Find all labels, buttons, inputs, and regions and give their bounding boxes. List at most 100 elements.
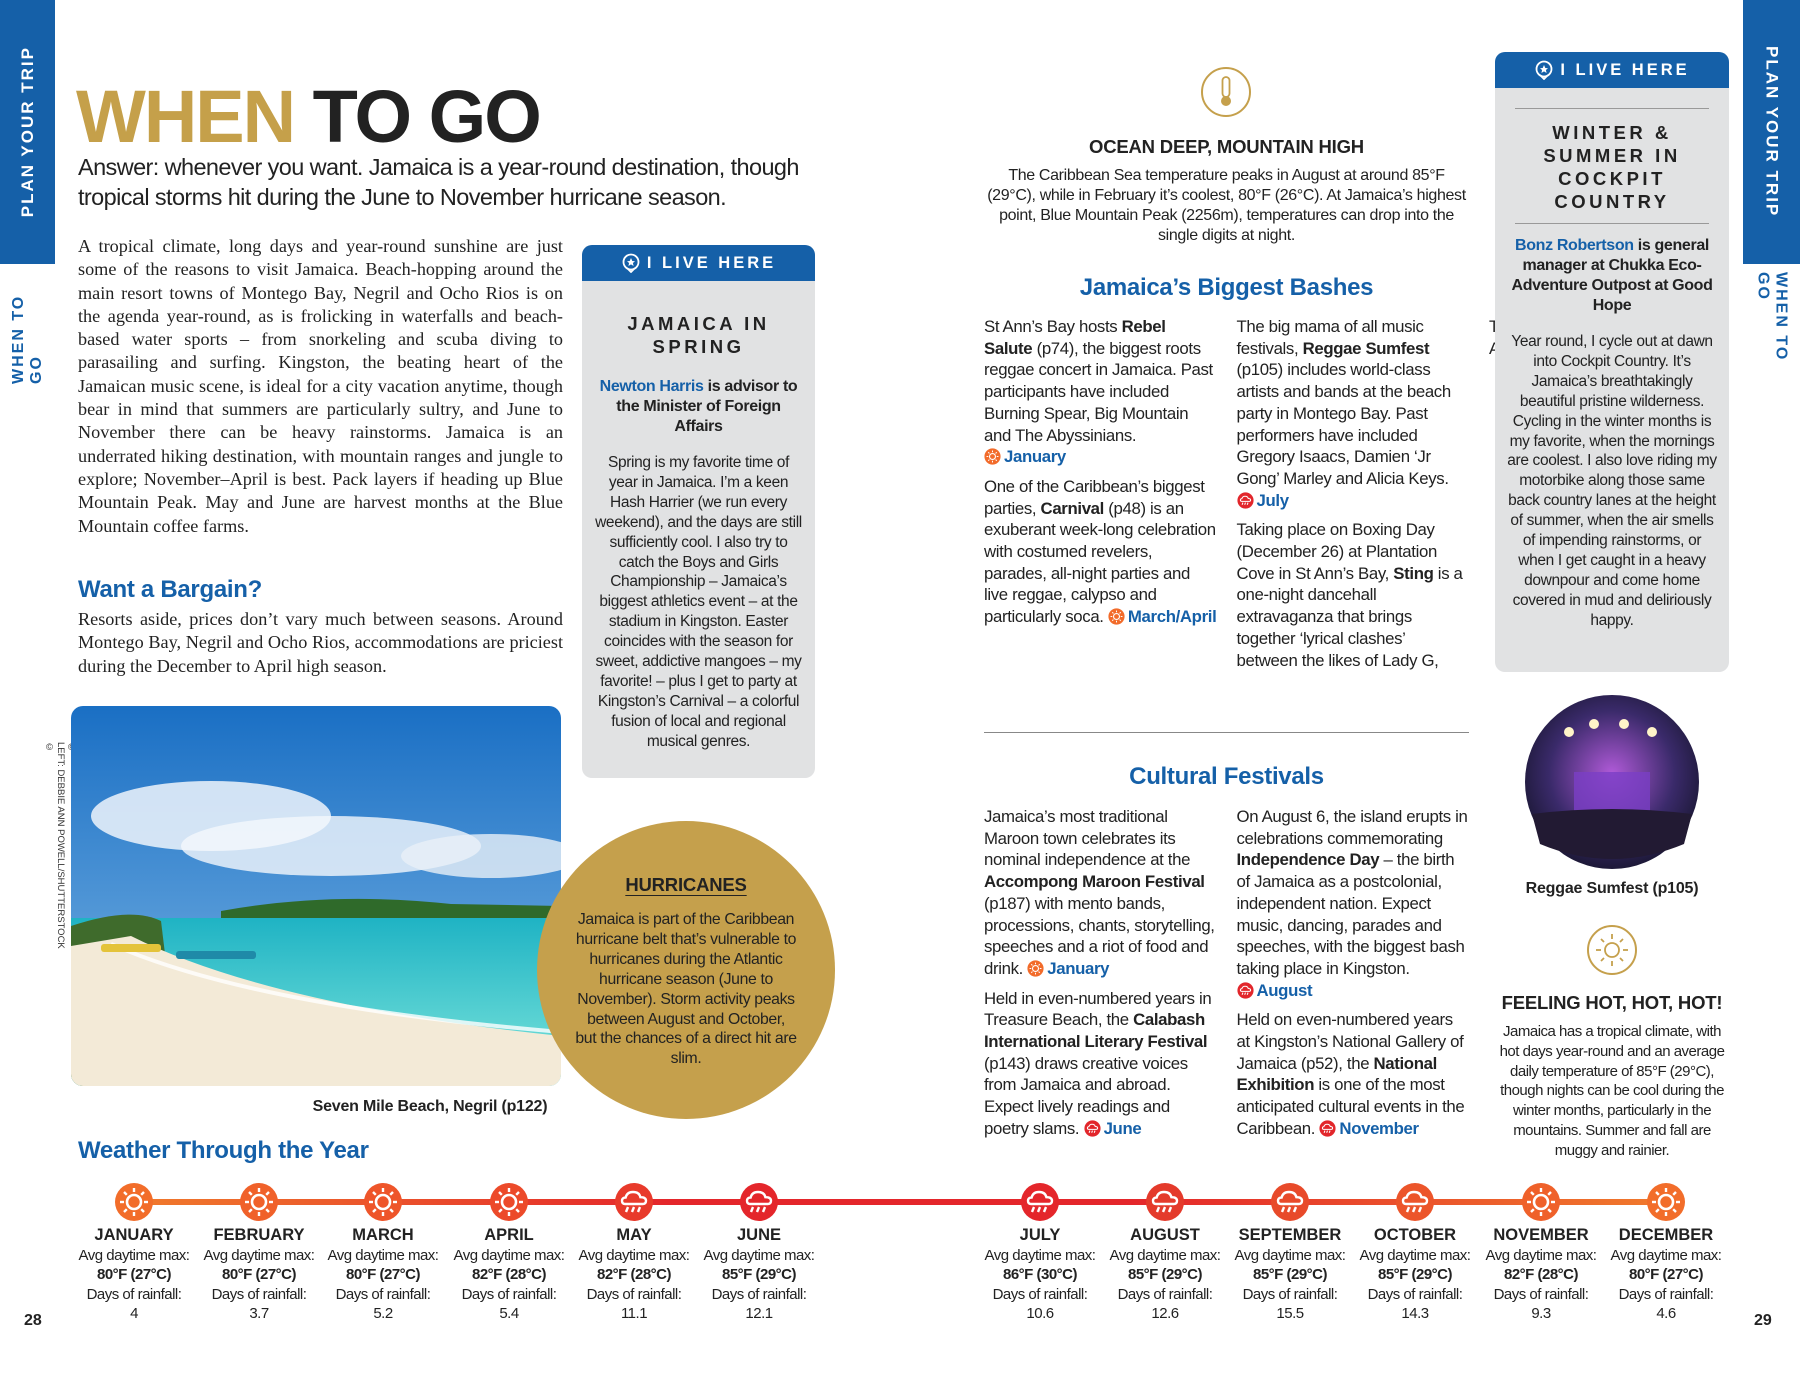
text-run: (p48) is an exuberant week-long celebrat… bbox=[984, 498, 1216, 627]
icon-ray bbox=[1547, 1191, 1552, 1196]
max-value: 82°F (28°C) bbox=[596, 1266, 672, 1283]
month-name: March/April bbox=[1127, 607, 1217, 627]
max-value: 82°F (28°C) bbox=[471, 1266, 547, 1283]
icon-drop bbox=[1411, 1206, 1417, 1213]
rain-icon bbox=[740, 1183, 778, 1221]
month-tag: July bbox=[1236, 490, 1290, 510]
weather-month: MAY Avg daytime max: 82°F (28°C) Days of ra… bbox=[571, 1226, 697, 1324]
icon-ray bbox=[1038, 963, 1041, 966]
bold-run: Carnival bbox=[1040, 498, 1105, 518]
text-run: Held on even-numbered years at Kingston’… bbox=[1236, 1010, 1464, 1073]
hurricanes-title: HURRICANES bbox=[625, 874, 747, 895]
box-header: I LIVE HERE bbox=[582, 245, 815, 281]
rain-label: Days of rainfall: bbox=[86, 1285, 182, 1303]
rain-icon bbox=[1021, 1183, 1059, 1221]
box-header: I LIVE HERE bbox=[1495, 52, 1729, 88]
text-run: is one of the most anticipated cultural … bbox=[1236, 1075, 1465, 1138]
text-run: Taking place on Boxing Day (December 26)… bbox=[1236, 520, 1438, 583]
rain-value: 14.3 bbox=[1401, 1305, 1429, 1322]
sun-icon bbox=[1587, 925, 1637, 975]
icon-disc bbox=[1396, 1183, 1434, 1221]
max-value: 80°F (27°C) bbox=[1628, 1266, 1704, 1283]
tab-chapter: WHEN TO GO bbox=[9, 294, 45, 384]
paragraph: Held on even-numbered years at Kingston’… bbox=[1237, 1009, 1470, 1139]
icon-ray bbox=[140, 1208, 145, 1213]
bold-run: Sting bbox=[1393, 563, 1434, 583]
max-label: Avg daytime max: bbox=[1485, 1246, 1597, 1264]
weather-timeline bbox=[134, 1199, 1666, 1205]
ocean-title: OCEAN DEEP, MOUNTAIN HIGH bbox=[1089, 136, 1364, 157]
icon-disc bbox=[615, 1183, 653, 1221]
weather-month: AUGUST Avg daytime max: 85°F (29°C) Days of… bbox=[1102, 1226, 1228, 1324]
box-text: Year round, I cycle out at dawn into Coc… bbox=[1507, 333, 1717, 629]
section-heading: Cultural Festivals bbox=[1129, 763, 1324, 790]
weather-month: DECEMBER Avg daytime max: 80°F (27°C) Days … bbox=[1603, 1226, 1729, 1324]
icon-ray bbox=[1119, 612, 1122, 614]
rain-icon bbox=[615, 1183, 653, 1221]
month-tag: January bbox=[1027, 958, 1110, 978]
icon-ray bbox=[389, 1208, 394, 1213]
rain-value: 9.3 bbox=[1531, 1305, 1551, 1322]
intro: Answer: whenever you want. Jamaica is a … bbox=[78, 154, 799, 210]
icon-ray bbox=[248, 1191, 253, 1196]
rain-value: 5.4 bbox=[499, 1305, 519, 1322]
rain-value: 11.1 bbox=[620, 1305, 648, 1322]
bold-run: is advisor to the Minister of Foreign Af… bbox=[616, 378, 798, 435]
icon-ray bbox=[389, 1191, 394, 1196]
rain-icon bbox=[1236, 982, 1254, 999]
beach-photo bbox=[71, 706, 561, 1086]
paragraph: St Ann’s Bay hosts Rebel Salute (p74), t… bbox=[984, 316, 1217, 468]
feeling-hot-text: Jamaica has a tropical climate, with hot… bbox=[1499, 1023, 1725, 1159]
icon-drop bbox=[1030, 1206, 1036, 1213]
sun-icon bbox=[240, 1183, 278, 1221]
rain-label: Days of rainfall: bbox=[335, 1285, 431, 1303]
icon-drop bbox=[1155, 1206, 1161, 1213]
bold-run: Independence Day bbox=[1236, 850, 1380, 870]
month-name: July bbox=[1256, 490, 1290, 510]
icon-sun bbox=[125, 1193, 143, 1211]
max-label: Avg daytime max: bbox=[1234, 1246, 1346, 1264]
text-run: (p74), the biggest roots reggae concert … bbox=[984, 338, 1213, 445]
divider bbox=[984, 732, 1469, 733]
bold-run: Reggae Sumfest bbox=[1302, 338, 1430, 358]
month-tag: March/April bbox=[1108, 607, 1217, 627]
box-title: JAMAICA IN SPRING bbox=[627, 313, 770, 357]
month-name: June bbox=[1103, 1118, 1142, 1138]
month-name: January bbox=[1047, 958, 1110, 978]
icon-ray bbox=[1530, 1191, 1535, 1196]
icon-cloud bbox=[1239, 495, 1251, 502]
weather-month: JULY Avg daytime max: 86°F (30°C) Days of r… bbox=[977, 1226, 1103, 1324]
pin-icon bbox=[1535, 60, 1553, 80]
paragraph: The big mama of all music festivals, Reg… bbox=[1237, 316, 1470, 511]
weather-month: APRIL Avg daytime max: 82°F (28°C) Days of … bbox=[446, 1226, 572, 1324]
icon-ray bbox=[265, 1208, 270, 1213]
side-tab-chapter: WHEN TO GO bbox=[0, 272, 55, 384]
text-run: One of the Caribbean’s biggest parties, bbox=[984, 476, 1205, 518]
month-name: DECEMBER bbox=[1618, 1226, 1714, 1244]
month-name: SEPTEMBER bbox=[1238, 1226, 1342, 1244]
max-label: Avg daytime max: bbox=[78, 1246, 190, 1264]
paragraph: On August 6, the island erupts in celebr… bbox=[1237, 806, 1470, 1001]
month-name: JULY bbox=[1019, 1226, 1061, 1244]
icon-ray bbox=[1547, 1208, 1552, 1213]
paragraph: Held in even-numbered years in Treasure … bbox=[984, 988, 1217, 1140]
rain-label: Days of rainfall: bbox=[711, 1285, 807, 1303]
rain-value: 10.6 bbox=[1026, 1305, 1054, 1322]
text-run: (p187) with mento bands, processions, ch… bbox=[984, 893, 1215, 978]
rain-icon bbox=[1319, 1120, 1336, 1137]
weather-month: JUNE Avg daytime max: 85°F (29°C) Days of r… bbox=[696, 1226, 822, 1324]
rain-value: 3.7 bbox=[249, 1305, 269, 1322]
icon-disc bbox=[1236, 982, 1254, 999]
icon-drop bbox=[1088, 1130, 1090, 1133]
icon-drop bbox=[749, 1206, 755, 1213]
paragraph: One of the Caribbean’s biggest parties, … bbox=[984, 476, 1217, 628]
icon-ray bbox=[498, 1191, 503, 1196]
rain-label: Days of rainfall: bbox=[1618, 1285, 1714, 1303]
box-text: Spring is my favorite time of year in Ja… bbox=[595, 454, 802, 750]
bold-run: Accompong Maroon Festival bbox=[984, 872, 1205, 892]
sun-icon bbox=[1027, 960, 1044, 977]
i-live-here-box: I LIVE HERE JAMAICA IN SPRING Newton Har… bbox=[582, 245, 815, 778]
feeling-hot-title: FEELING HOT, HOT, HOT! bbox=[1501, 992, 1723, 1013]
icon-cloud bbox=[1322, 1123, 1334, 1130]
max-label: Avg daytime max: bbox=[578, 1246, 690, 1264]
